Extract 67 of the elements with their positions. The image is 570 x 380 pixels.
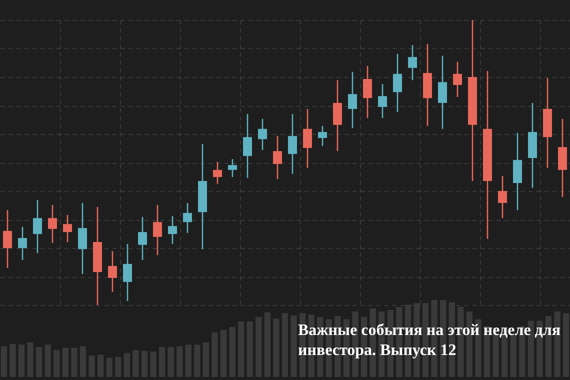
- candlestick: [408, 44, 417, 81]
- bar: [264, 312, 271, 377]
- bar: [106, 358, 112, 377]
- bar: [562, 313, 570, 377]
- bar: [10, 344, 16, 377]
- candlestick: [33, 199, 42, 254]
- candlestick: [78, 202, 87, 275]
- candlestick: [348, 71, 357, 129]
- bar: [246, 322, 253, 377]
- candlestick: [138, 216, 147, 261]
- bar: [238, 322, 244, 377]
- bar: [282, 313, 288, 377]
- candlestick: [243, 113, 252, 179]
- bar: [212, 332, 218, 377]
- candlestick: [108, 250, 117, 293]
- bar: [62, 348, 69, 377]
- candlestick: [303, 108, 312, 169]
- candlestick: [258, 118, 267, 151]
- candlestick: [273, 135, 282, 180]
- bar: [273, 318, 280, 377]
- bar: [54, 350, 60, 377]
- bar: [256, 316, 262, 377]
- candlestick: [3, 209, 12, 269]
- bar: [150, 352, 156, 377]
- candlestick: [48, 204, 57, 244]
- candlestick: [378, 83, 387, 119]
- bar: [80, 346, 86, 377]
- candlestick: [153, 204, 162, 256]
- candlestick: [18, 226, 27, 261]
- candlestick: [168, 215, 177, 245]
- bar: [115, 356, 122, 377]
- candlestick: [183, 202, 192, 234]
- bar: [18, 344, 25, 377]
- candlestick: [213, 161, 222, 185]
- bar: [88, 355, 95, 377]
- candlestick: [558, 118, 567, 198]
- candlestick: [288, 113, 297, 175]
- candlestick: [498, 175, 507, 219]
- bar: [158, 346, 166, 377]
- bar: [220, 330, 227, 377]
- bar: [124, 353, 130, 377]
- candlestick: [393, 53, 402, 113]
- bar: [0, 346, 8, 377]
- bar: [290, 315, 297, 377]
- candlestick: [438, 55, 447, 130]
- bar: [36, 346, 42, 377]
- bar: [185, 344, 192, 377]
- candlestick: [63, 214, 72, 243]
- bar: [132, 350, 139, 377]
- bar: [202, 342, 210, 377]
- bar: [97, 354, 104, 377]
- annotation: Важные события на этой неделе для инвестора. Выпуск 12: [298, 321, 562, 361]
- bar: [44, 344, 51, 377]
- bar: [141, 350, 148, 377]
- bar: [229, 326, 236, 377]
- bar: [176, 346, 183, 377]
- candlestick: [318, 125, 327, 147]
- bar: [27, 342, 34, 377]
- candlestick: [333, 79, 342, 152]
- candlestick: [513, 132, 522, 211]
- candlestick: [228, 158, 237, 178]
- candlestick: [363, 65, 372, 119]
- candlestick: [123, 243, 132, 302]
- bar: [194, 344, 200, 377]
- candlestick: [453, 61, 462, 98]
- bar: [168, 346, 174, 377]
- bar: [71, 348, 78, 377]
